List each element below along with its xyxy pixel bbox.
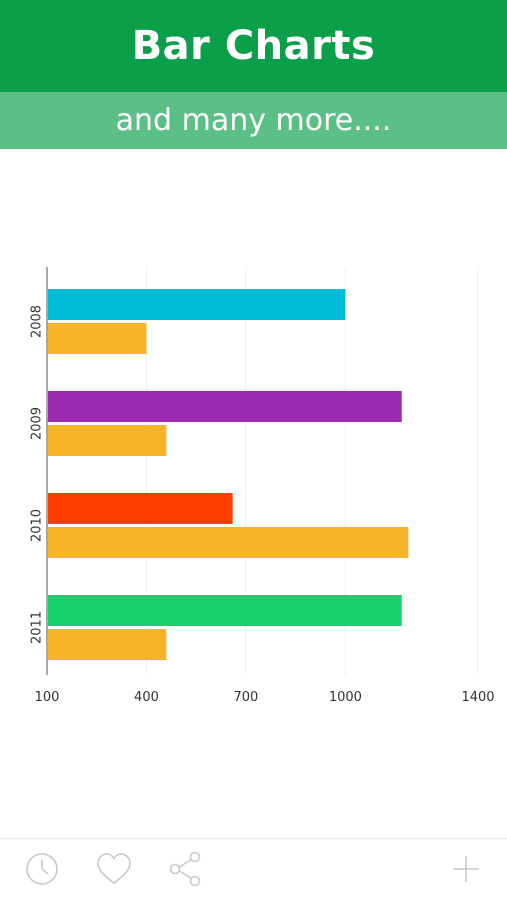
clock-icon bbox=[26, 853, 58, 885]
heart-icon bbox=[97, 853, 131, 885]
x-tick-label: 400 bbox=[134, 690, 159, 705]
add-button[interactable] bbox=[446, 849, 486, 889]
header-bar: Bar Charts bbox=[0, 0, 507, 92]
share-icon bbox=[169, 851, 201, 887]
x-tick-label: 700 bbox=[234, 690, 259, 705]
bar-secondary-2008 bbox=[48, 323, 147, 354]
bar-primary-2010 bbox=[48, 493, 233, 524]
category-label: 2008 bbox=[30, 305, 45, 338]
favorite-button[interactable] bbox=[94, 849, 134, 889]
bar-primary-2011 bbox=[48, 595, 402, 626]
bar-chart: 100 400 700 1000 1400 2008 2009 2010 2011 bbox=[30, 267, 495, 705]
history-button[interactable] bbox=[22, 849, 62, 889]
share-button[interactable] bbox=[165, 849, 205, 889]
category-label: 2011 bbox=[30, 611, 45, 644]
bottom-toolbar bbox=[0, 838, 507, 901]
bar-secondary-2011 bbox=[48, 629, 167, 660]
subheader-bar: and many more.... bbox=[0, 92, 507, 149]
x-tick-label: 1400 bbox=[461, 690, 494, 705]
bar-secondary-2010 bbox=[48, 527, 409, 558]
bar-secondary-2009 bbox=[48, 425, 167, 456]
add-icon bbox=[453, 856, 479, 882]
bar-primary-2008 bbox=[48, 289, 346, 320]
category-label: 2010 bbox=[30, 509, 45, 542]
x-tick-label: 1000 bbox=[329, 690, 362, 705]
page-subtitle: and many more.... bbox=[115, 103, 392, 138]
x-tick-label: 100 bbox=[35, 690, 60, 705]
category-label: 2009 bbox=[30, 407, 45, 440]
page-title: Bar Charts bbox=[131, 23, 376, 69]
bar-primary-2009 bbox=[48, 391, 402, 422]
